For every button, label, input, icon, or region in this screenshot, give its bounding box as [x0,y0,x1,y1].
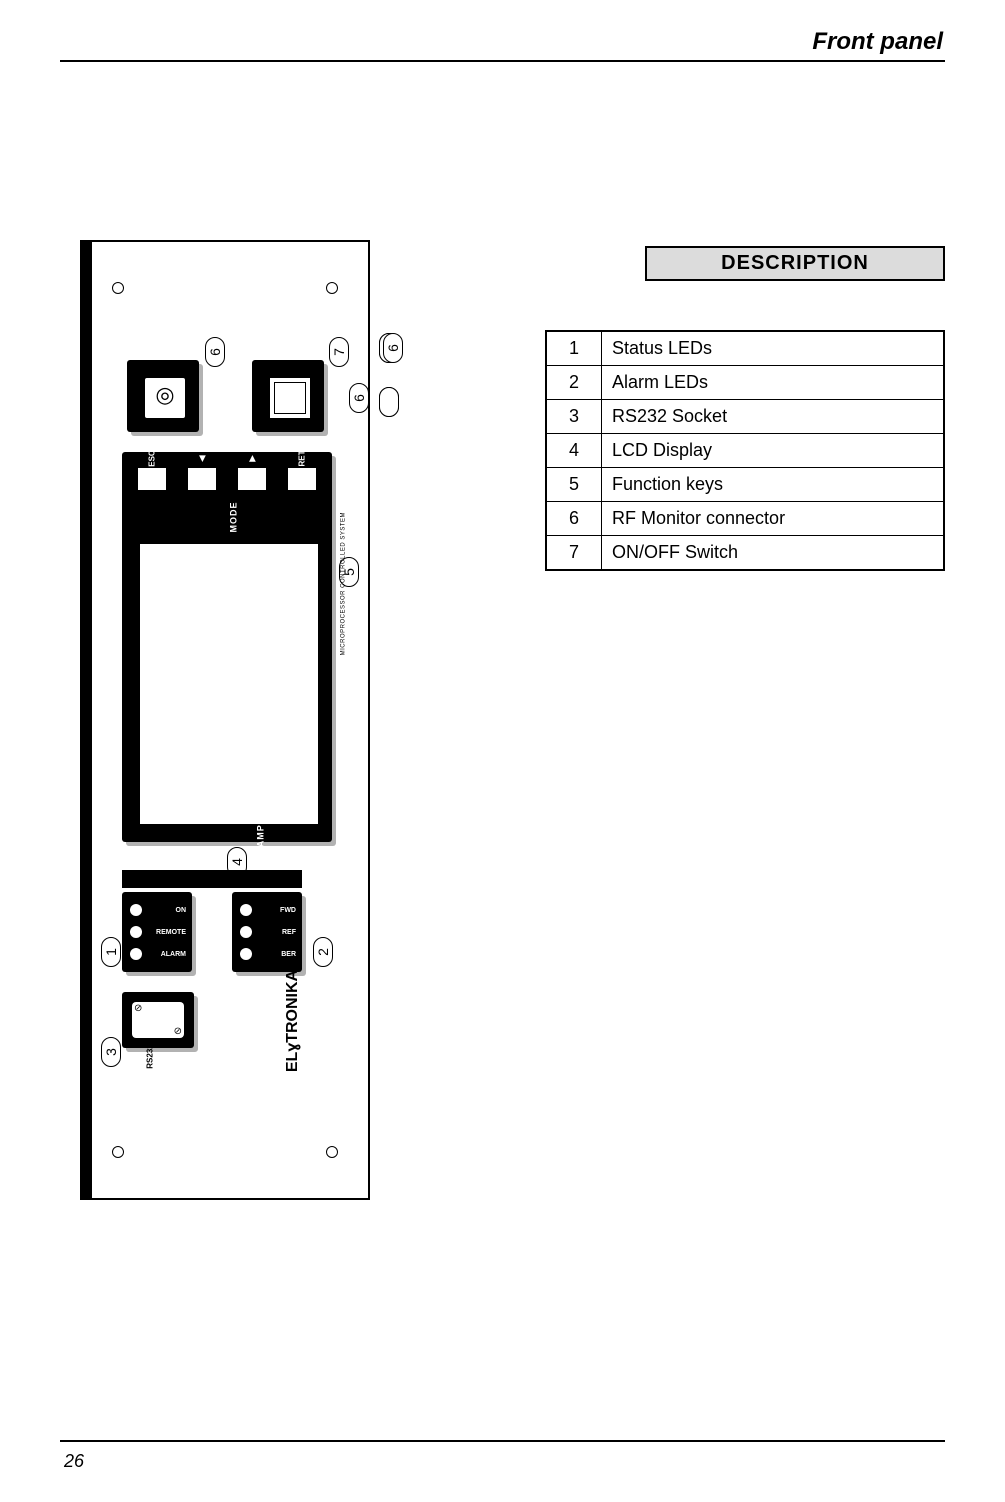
page-title: Front panel [812,28,943,56]
fn-key-right-label: ▶ [248,445,257,473]
co7: 7 [329,337,349,367]
document-page: Front panel 6 6 6 6 6 [0,0,1005,1502]
co3: 3 [101,1037,121,1067]
alarm-led-ber-label: BER [281,951,296,958]
callout-bubble-6: 6 [383,333,403,363]
table-row: 2 Alarm LEDs [546,366,944,400]
co6: 6 [205,337,225,367]
desc-row-num: 4 [546,434,602,468]
status-led-remote-label: REMOTE [156,929,186,936]
fn-key-ret-label: RET [298,445,307,473]
desc-row-num: 6 [546,502,602,536]
alarm-leds-block: FWD REF BER [232,892,302,972]
led-icon [130,904,142,916]
front-panel-figure: 6 6 6 6 6 6 7 5 4 2 1 3 [80,240,370,1200]
fn-key-left-label: ◀ [198,445,207,473]
panel-chassis: 6 6 6 6 6 6 7 5 4 2 1 3 [80,240,370,1200]
screw-hole-icon [112,1146,124,1158]
desc-row-num: 5 [546,468,602,502]
status-led-alarm-label: ALARM [161,951,186,958]
alarm-led-fwd-label: FWD [280,907,296,914]
amplifier-control-label: AMPLIFIER CONTROL [255,735,265,848]
alarm-led-ref-label: REF [282,929,296,936]
screw-hole-icon [112,282,124,294]
db9-port-icon [132,1002,184,1038]
screw-hole-icon [326,282,338,294]
desc-row-text: ON/OFF Switch [602,536,945,571]
rocker-switch-icon [268,376,312,420]
led-icon [240,926,252,938]
callout-6-final: 6 [349,383,369,413]
led-icon [240,904,252,916]
table-row: 3 RS232 Socket [546,400,944,434]
description-heading: DESCRIPTION [721,252,869,274]
footer-rule [60,1440,945,1442]
description-table: 1 Status LEDs 2 Alarm LEDs 3 RS232 Socke… [545,330,945,571]
desc-row-num: 3 [546,400,602,434]
bnc-connector-icon [143,376,187,420]
amplifier-control-bar: AMPLIFIER CONTROL [122,870,302,888]
table-row: 4 LCD Display [546,434,944,468]
desc-row-num: 7 [546,536,602,571]
co1: 1 [101,937,121,967]
onoff-switch [252,360,324,432]
desc-row-num: 2 [546,366,602,400]
desc-row-text: RS232 Socket [602,400,945,434]
led-icon [130,948,142,960]
led-icon [130,926,142,938]
header-rule [60,60,945,62]
desc-row-text: Function keys [602,468,945,502]
mode-label: MODE [229,502,239,533]
desc-row-text: Alarm LEDs [602,366,945,400]
table-row: 7 ON/OFF Switch [546,536,944,571]
status-led-on-label: ON [176,907,187,914]
desc-row-text: LCD Display [602,434,945,468]
panel-side-strip [82,242,92,1198]
led-icon [240,948,252,960]
rf-monitor-connector [127,360,199,432]
lcd-side-caption: MICROPROCESSOR CONTROLLED SYSTEM [340,512,346,655]
screw-hole-icon [326,1146,338,1158]
co2: 2 [313,937,333,967]
desc-row-num: 1 [546,331,602,366]
table-row: 5 Function keys [546,468,944,502]
page-number: 26 [64,1451,84,1472]
table-row: 1 Status LEDs [546,331,944,366]
fn-key-esc-label: ESC [148,445,157,473]
lcd-display [138,542,320,826]
display-and-keys-module: ESC ◀ ▶ RET MODE MICROPROCESSOR CONTROLL… [122,452,332,842]
desc-row-text: Status LEDs [602,331,945,366]
rs232-socket [122,992,194,1048]
brand-logo: ELɣTRONIKA [284,970,302,1072]
description-heading-box: DESCRIPTION [645,246,945,281]
desc-row-text: RF Monitor connector [602,502,945,536]
status-leds-block: ON REMOTE ALARM [122,892,192,972]
table-row: 6 RF Monitor connector [546,502,944,536]
